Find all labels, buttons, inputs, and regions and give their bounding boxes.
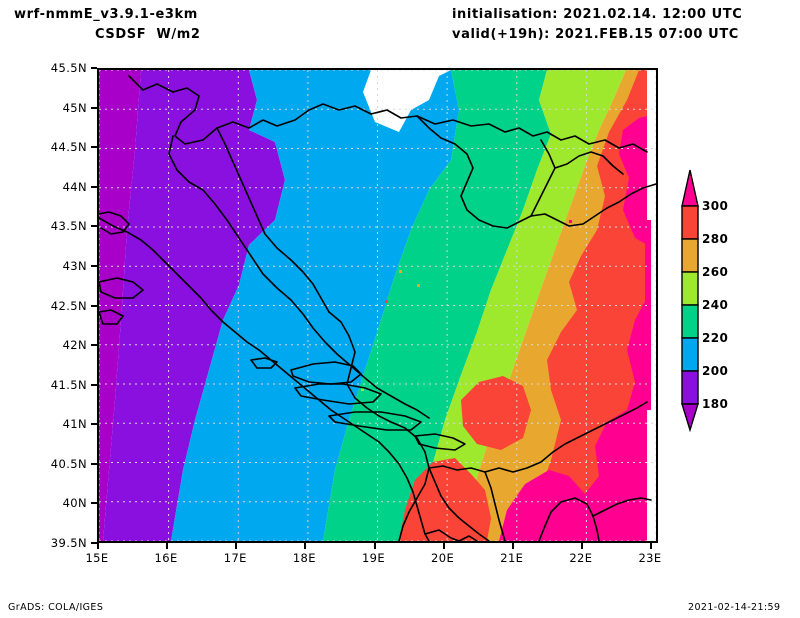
x-tick-label: 16E — [154, 551, 178, 565]
x-tick-label: 17E — [223, 551, 247, 565]
y-tick-label: 44N — [62, 179, 87, 194]
x-tick-label: 20E — [431, 551, 455, 565]
y-tick-label: 39.5N — [50, 536, 87, 550]
map-plot-area — [97, 68, 658, 543]
y-tick-label: 40N — [62, 496, 87, 511]
variable-title: CSDSF W/m2 — [95, 27, 201, 42]
y-tick-mark — [91, 106, 97, 109]
x-tick-mark — [97, 543, 99, 549]
y-tick-mark — [91, 304, 97, 307]
y-tick-mark — [91, 423, 97, 426]
y-tick-mark — [91, 502, 97, 505]
x-tick-label: 23E — [638, 551, 662, 565]
y-tick-label: 40.5N — [50, 456, 87, 471]
x-tick-label: 21E — [500, 551, 524, 565]
x-tick-mark — [166, 543, 169, 549]
y-tick-mark — [91, 185, 97, 188]
x-tick-mark — [235, 543, 238, 549]
y-tick-label: 41N — [62, 417, 87, 432]
x-tick-mark — [650, 543, 652, 549]
y-tick-mark — [91, 542, 97, 544]
x-tick-mark — [511, 543, 514, 549]
y-tick-label: 41.5N — [50, 377, 87, 392]
map-canvas — [99, 70, 656, 541]
y-tick-mark — [91, 462, 97, 465]
x-tick-mark — [373, 543, 376, 549]
y-tick-mark — [91, 264, 97, 267]
model-title: wrf-nmmE_v3.9.1-e3km — [14, 7, 198, 22]
x-tick-label: 18E — [292, 551, 316, 565]
x-tick-label: 22E — [569, 551, 593, 565]
colorbar-tick-label: 220 — [702, 331, 729, 345]
y-tick-label: 42.5N — [50, 298, 87, 313]
y-tick-label: 43N — [62, 258, 87, 273]
y-tick-mark — [91, 344, 97, 347]
x-tick-mark — [304, 543, 307, 549]
x-tick-label: 19E — [361, 551, 386, 565]
x-tick-label: 15E — [85, 551, 109, 565]
y-tick-mark — [91, 383, 97, 386]
y-tick-label: 43.5N — [50, 219, 87, 234]
y-tick-mark — [91, 67, 97, 69]
valid-time: valid(+19h): 2021.FEB.15 07:00 UTC — [452, 27, 739, 42]
y-tick-label: 44.5N — [50, 140, 87, 155]
colorbar-tick-label: 180 — [702, 397, 729, 411]
x-tick-mark — [580, 543, 583, 549]
y-tick-label: 42N — [62, 338, 87, 353]
colorbar-legend — [676, 168, 710, 432]
initialisation-time: initialisation: 2021.02.14. 12:00 UTC — [452, 7, 743, 22]
colorbar-tick-label: 300 — [702, 199, 729, 213]
y-tick-mark — [91, 225, 97, 228]
grads-credit: GrADS: COLA/IGES — [8, 602, 104, 613]
render-timestamp: 2021-02-14-21:59 — [688, 602, 781, 613]
colorbar-tick-label: 200 — [702, 364, 729, 378]
y-tick-mark — [91, 146, 97, 149]
x-tick-mark — [442, 543, 445, 549]
y-tick-label: 45.5N — [50, 61, 87, 75]
colorbar-tick-label: 240 — [702, 298, 729, 312]
y-tick-label: 45N — [62, 100, 87, 115]
colorbar-tick-label: 260 — [702, 265, 729, 279]
colorbar-tick-label: 280 — [702, 232, 729, 246]
